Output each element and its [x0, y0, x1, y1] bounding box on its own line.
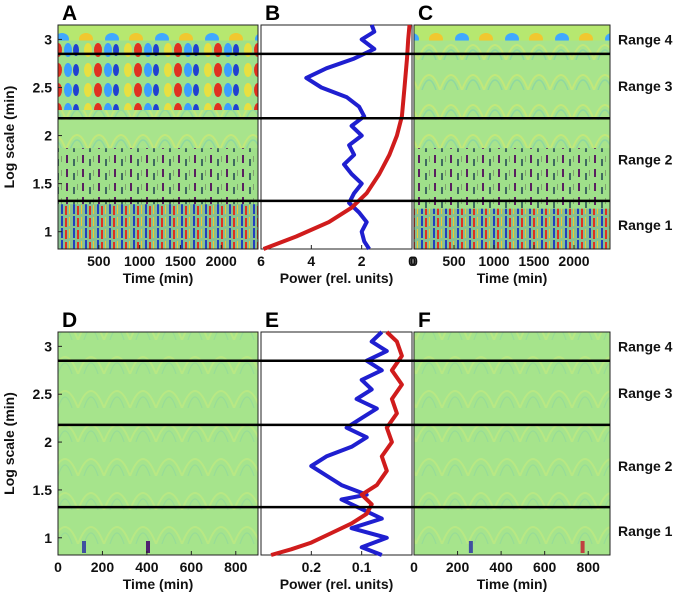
panel-label: B	[265, 2, 280, 25]
x-tick-label: 0.2	[302, 559, 322, 575]
y-axis-label: Log scale (min)	[1, 392, 17, 495]
x-tick-label: 2	[358, 253, 366, 269]
x-tick-label: 1000	[478, 253, 509, 269]
power-plot-background	[261, 25, 412, 249]
panel-frame	[260, 331, 413, 556]
panel-e	[260, 330, 413, 557]
panel-d: Log scale (min)	[1, 331, 259, 556]
heatmap-spot	[82, 541, 86, 553]
range-label-1: Range 1	[618, 523, 673, 539]
x-tick-label: 1500	[518, 253, 549, 269]
y-axis-label: Log scale (min)	[1, 86, 17, 189]
x-axis-label: Power (rel. units)	[280, 576, 394, 592]
y-tick-label: 3	[44, 31, 52, 47]
y-tick-label: 1	[44, 224, 52, 240]
heatmap-texture	[414, 332, 610, 555]
x-tick-label: 2000	[206, 253, 237, 269]
x-axis-label: Time (min)	[123, 576, 194, 592]
x-tick-label: 2000	[558, 253, 589, 269]
x-tick-label: 0.1	[352, 559, 372, 575]
panel-label: A	[62, 2, 77, 25]
y-tick-label: 2	[44, 128, 52, 144]
x-tick-label: 500	[87, 253, 111, 269]
x-tick-label: 6	[257, 253, 265, 269]
y-tick-label: 2	[44, 434, 52, 450]
power-plot-background	[261, 332, 412, 555]
panel-label: D	[62, 309, 77, 332]
heatmap-spot	[580, 541, 585, 553]
panel-label: E	[265, 309, 279, 332]
range-label-3: Range 3	[618, 385, 673, 401]
x-tick-label: 400	[135, 559, 159, 575]
heatmap-texture	[414, 40, 610, 149]
heatmap-texture	[414, 25, 610, 41]
x-tick-label: 200	[446, 559, 470, 575]
panel-label: C	[418, 2, 433, 25]
power-series-1	[262, 24, 412, 251]
heatmap-texture	[58, 25, 258, 41]
range-label-4: Range 4	[618, 338, 673, 354]
x-axis-label: Time (min)	[477, 270, 548, 286]
panel-b	[260, 24, 413, 251]
y-tick-label: 1	[44, 530, 52, 546]
panel-c	[413, 24, 611, 250]
y-tick-label: 3	[44, 338, 52, 354]
panel-frame	[57, 24, 259, 250]
range-label-3: Range 3	[618, 78, 673, 94]
x-tick-label: 0	[54, 559, 62, 575]
heatmap-texture	[414, 208, 610, 249]
heatmap-texture	[414, 148, 610, 209]
x-tick-label: 600	[180, 559, 204, 575]
panel-frame	[57, 331, 259, 556]
x-tick-label: 400	[489, 559, 513, 575]
x-tick-label: 600	[533, 559, 557, 575]
heatmap-texture	[58, 110, 258, 149]
x-tick-label: 0	[410, 559, 418, 575]
power-series-0	[309, 330, 389, 557]
x-tick-label: 0	[410, 253, 418, 269]
power-series-1	[270, 330, 404, 557]
heatmap-spot	[468, 541, 473, 553]
y-tick-label: 2.5	[33, 79, 53, 95]
range-label-1: Range 1	[618, 217, 673, 233]
x-tick-label: 1000	[124, 253, 155, 269]
range-label-2: Range 2	[618, 458, 673, 474]
x-tick-label: 200	[91, 559, 115, 575]
panel-f	[413, 331, 611, 556]
range-label-2: Range 2	[618, 152, 673, 168]
panel-label: F	[418, 309, 431, 332]
heatmap-texture	[58, 332, 258, 555]
panel-frame	[413, 331, 611, 556]
x-axis-label: Power (rel. units)	[280, 270, 394, 286]
panel-frame	[260, 24, 413, 250]
panel-a: Log scale (min)	[1, 24, 259, 250]
x-tick-label: 800	[224, 559, 248, 575]
x-axis-label: Time (min)	[123, 270, 194, 286]
range-label-4: Range 4	[618, 31, 673, 47]
heatmap-texture	[58, 40, 258, 111]
x-tick-label: 1500	[165, 253, 196, 269]
x-tick-label: 0	[408, 253, 416, 269]
x-tick-label: 4	[307, 253, 315, 269]
x-tick-label: 800	[577, 559, 601, 575]
x-tick-label: 500	[442, 253, 466, 269]
y-tick-label: 1.5	[33, 176, 53, 192]
y-tick-label: 2.5	[33, 386, 53, 402]
heatmap-spot	[146, 541, 150, 553]
y-tick-label: 1.5	[33, 482, 53, 498]
heatmap-texture	[58, 204, 258, 249]
heatmap-texture	[58, 148, 258, 205]
x-axis-label: Time (min)	[477, 576, 548, 592]
power-series-0	[304, 24, 377, 251]
panel-frame	[413, 24, 611, 250]
